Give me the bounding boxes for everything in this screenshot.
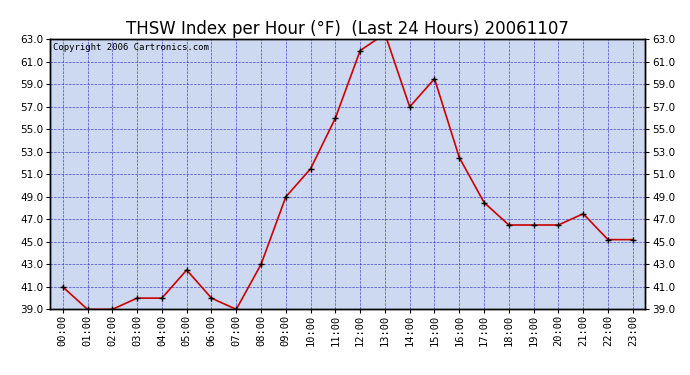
Title: THSW Index per Hour (°F)  (Last 24 Hours) 20061107: THSW Index per Hour (°F) (Last 24 Hours)… (126, 20, 569, 38)
Text: Copyright 2006 Cartronics.com: Copyright 2006 Cartronics.com (53, 44, 209, 52)
